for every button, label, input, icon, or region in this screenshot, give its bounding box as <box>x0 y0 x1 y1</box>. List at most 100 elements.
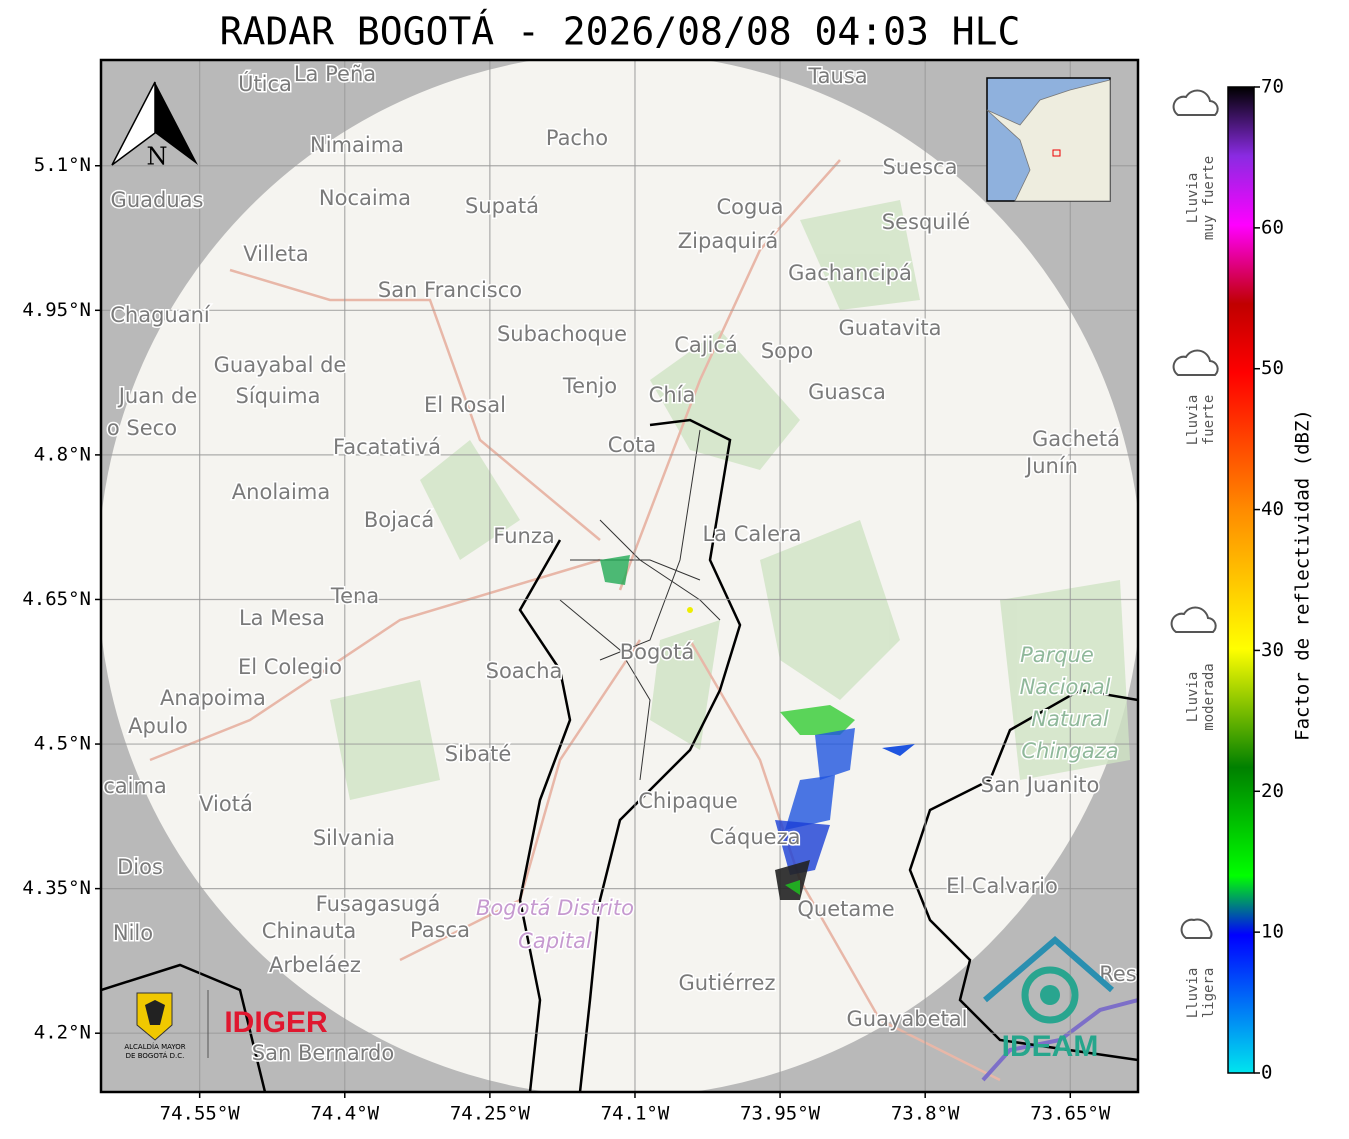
y-tick-label: 5.1°N <box>34 154 91 176</box>
place-label: La Calera <box>702 522 801 546</box>
north-arrow: N <box>111 81 198 171</box>
place-label: Suesca <box>883 155 958 179</box>
ideam-text: IDEAM <box>1002 1030 1099 1063</box>
place-label: Sesquilé <box>882 210 970 234</box>
colorbar-ticks: 0 10 20 30 40 50 60 70 <box>1254 76 1284 1084</box>
place-label: Zipaquirá <box>678 229 778 253</box>
terrain <box>330 200 1130 800</box>
x-tick-label: 74.4°W <box>310 1103 379 1125</box>
y-tick-label: 4.35°N <box>22 877 91 899</box>
idiger-logo: IDIGER <box>224 1006 328 1039</box>
north-label: N <box>147 143 168 171</box>
graticule <box>101 60 1138 1092</box>
colorbar-tick-label: 30 <box>1261 639 1284 661</box>
place-label: Villeta <box>243 242 308 266</box>
x-tick-label: 73.8°W <box>891 1103 960 1125</box>
park-label: Chingaza <box>1021 739 1118 763</box>
rain-category: ligera <box>1201 968 1217 1019</box>
y-tick-label: 4.5°N <box>34 733 91 755</box>
rain-category: Lluvia <box>1185 395 1201 446</box>
rain-category: Lluvia <box>1185 672 1201 723</box>
place-label: San Francisco <box>378 278 522 302</box>
place-label: Cogua <box>716 195 783 219</box>
place-label: Guayabal de <box>214 353 347 377</box>
colorbar-tick-label: 0 <box>1261 1062 1272 1084</box>
colorbar <box>1227 86 1255 1074</box>
place-label: El Calvario <box>946 874 1058 898</box>
place-label: San Juanito <box>981 773 1100 797</box>
place-label: Juan de <box>117 384 198 408</box>
place-label: caima <box>103 774 167 798</box>
place-label: La Mesa <box>239 606 325 630</box>
map-axes: 74.55°W 74.4°W 74.25°W 74.1°W 73.95°W 73.8°W 7… <box>22 154 1111 1124</box>
ideam-logo: IDEAM <box>983 936 1114 1063</box>
place-label: Dios <box>117 855 163 879</box>
x-tick-label: 73.65°W <box>1030 1103 1111 1125</box>
place-label: Quetame <box>797 897 894 921</box>
place-label: Nocaima <box>319 186 411 210</box>
park-label: Natural <box>1031 707 1109 731</box>
colorbar-tick-label: 50 <box>1261 357 1284 379</box>
rain-category: moderada <box>1201 663 1217 730</box>
place-label: Tausa <box>807 64 867 88</box>
y-tick-label: 4.95°N <box>22 299 91 321</box>
rain-category: fuerte <box>1201 395 1217 446</box>
colorbar-tick-label: 20 <box>1261 780 1284 802</box>
place-label: Silvania <box>313 826 395 850</box>
place-label: Funza <box>493 524 554 548</box>
radar-echoes <box>600 555 915 900</box>
place-label: Facatativá <box>333 435 441 459</box>
place-label: Nilo <box>113 921 153 945</box>
place-label: Cajicá <box>674 333 738 357</box>
place-label: Fusagasugá <box>316 892 441 916</box>
place-label: Anolaima <box>232 480 330 504</box>
place-label: Guayabetal <box>847 1007 968 1031</box>
colorbar-tick-label: 10 <box>1261 921 1284 943</box>
colorbar-tick-label: 40 <box>1261 498 1284 520</box>
place-label: Tenjo <box>562 374 617 398</box>
place-label: Útica <box>238 71 292 96</box>
title: RADAR BOGOTÁ - 2026/08/08 04:03 HLC <box>220 10 1021 54</box>
rain-category: muy fuerte <box>1201 156 1217 240</box>
place-label: Subachoque <box>497 322 627 346</box>
place-label: Viotá <box>199 792 253 816</box>
logo-text: DE BOGOTÁ D.C. <box>126 1051 185 1060</box>
map-frame <box>99 58 1140 1094</box>
colorbar-tick-label: 60 <box>1261 216 1284 238</box>
colorbar-tick-label: 70 <box>1261 76 1284 98</box>
place-label: Sopo <box>761 339 813 363</box>
place-label: San Bernardo <box>252 1041 394 1065</box>
place-label: Guasca <box>808 380 886 404</box>
place-label: El Rosal <box>424 393 506 417</box>
river <box>981 998 1138 1082</box>
y-tick-label: 4.65°N <box>22 588 91 610</box>
map: Útica La Peña Tausa Pacho Nimaima Guaduas Noca… <box>101 60 1138 1092</box>
place-label: El Colegio <box>238 655 342 679</box>
district-label: Bogotá Distrito <box>476 896 634 920</box>
place-label: Bogotá <box>620 640 695 664</box>
place-label: Supatá <box>465 194 539 218</box>
x-tick-label: 74.25°W <box>450 1103 531 1125</box>
place-label: Pacho <box>546 126 608 150</box>
place-label: Arbeláez <box>269 953 361 977</box>
place-label: Chinauta <box>262 919 356 943</box>
place-labels: Útica La Peña Tausa Pacho Nimaima Guaduas Noca… <box>102 61 1138 1067</box>
place-label: Gachancipá <box>788 261 912 285</box>
place-label: Nimaima <box>310 133 404 157</box>
place-label: Bojacá <box>364 508 434 532</box>
place-label: Sibaté <box>445 742 512 766</box>
place-label: Gachetá <box>1032 427 1120 451</box>
y-tick-label: 4.2°N <box>34 1022 91 1044</box>
logo-text: ALCALDÍA MAYOR <box>124 1042 185 1051</box>
x-tick-label: 74.1°W <box>601 1103 670 1125</box>
x-tick-label: 73.95°W <box>740 1103 821 1125</box>
place-label: Chía <box>649 383 696 407</box>
colorbar-label: Factor de reflectividad (dBZ) <box>1292 409 1314 741</box>
place-label: Apulo <box>128 714 188 738</box>
place-label: La Peña <box>294 62 376 86</box>
boundaries <box>101 418 1138 1092</box>
place-label: Soacha <box>486 659 563 683</box>
place-label: Tena <box>330 584 379 608</box>
